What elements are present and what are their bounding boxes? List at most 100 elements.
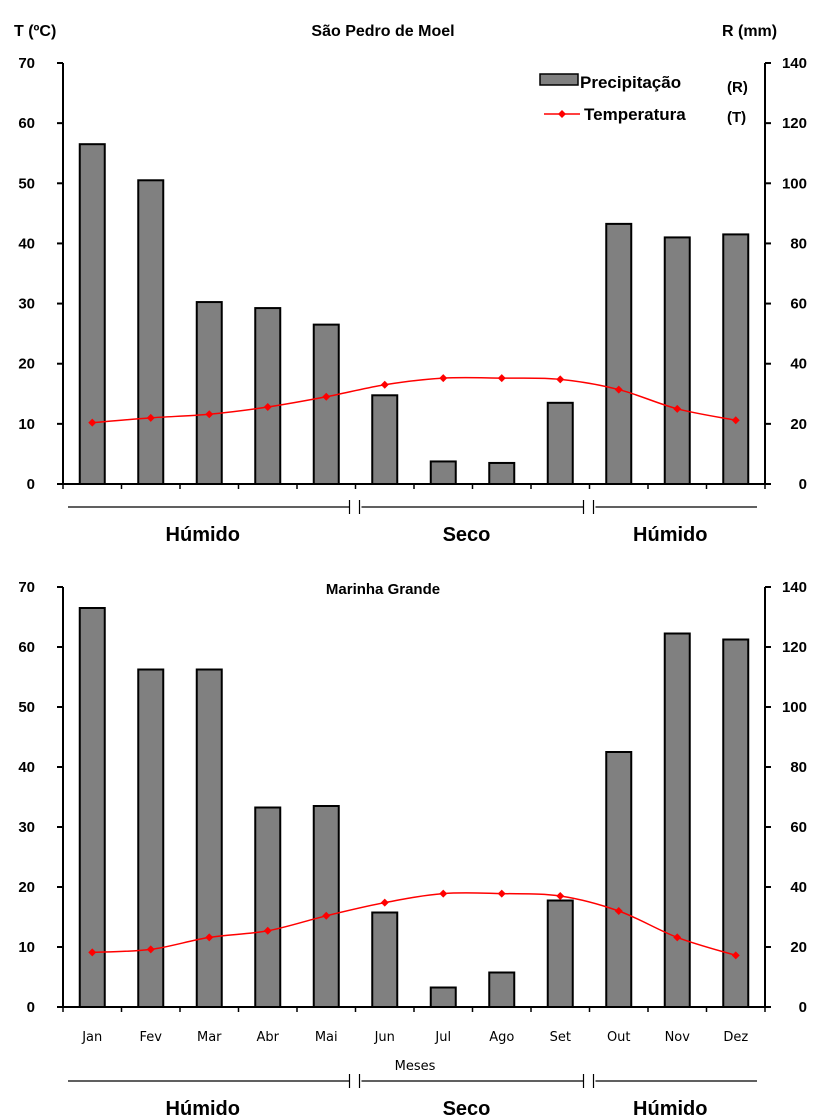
precip-bar [663,236,691,485]
month-label: Mai [315,1030,338,1045]
month-label: Fev [140,1030,163,1045]
legend-temp-label: Temperatura [584,105,686,124]
right-axis-title: R (mm) [722,23,777,40]
season-bands-chart-2: Húmido Seco Húmido [68,1074,757,1120]
right-tick-label: 80 [790,759,807,776]
right-tick-label: 120 [782,115,807,132]
legend-temp-symbol: (T) [727,109,746,126]
left-tick-label: 0 [27,476,35,493]
month-label: Nov [665,1030,691,1045]
precip-bar [78,607,106,1008]
temperature-marker [673,933,682,942]
temperature-marker [380,898,389,907]
right-tick-label: 120 [782,639,807,656]
right-tick-label: 100 [782,699,807,716]
temperature-line [92,892,736,957]
left-tick-label: 60 [18,639,35,656]
precip-bar [605,751,633,1008]
month-label: Set [550,1030,571,1045]
precip-bar [195,301,223,486]
chart-title: São Pedro de Moel [311,23,454,40]
precip-bar [312,323,340,485]
precip-bar [254,806,282,1008]
season-band-label: Húmido [166,524,240,546]
x-axis-title: Meses [395,1059,436,1074]
precip-bar [137,668,165,1008]
right-tick-label: 100 [782,175,807,192]
temperature-marker [205,933,214,942]
plot-area: 0 10 20 30 40 50 60 70 0 20 40 60 80 100 120 140 [18,55,807,493]
precip-bar [546,401,574,485]
temperature-marker [673,404,682,413]
precip-bar [371,394,399,485]
legend-precip-swatch [539,73,579,86]
left-tick-label: 30 [18,819,35,836]
left-tick-label: 20 [18,879,35,896]
left-tick-label: 50 [18,175,35,192]
month-label: Ago [489,1030,514,1045]
season-band-label: Húmido [633,1098,707,1120]
right-tick-label: 20 [790,939,807,956]
temperature-marker [88,418,97,427]
month-label: Jun [374,1030,395,1045]
temperature-marker [322,911,331,920]
right-tick-label: 20 [790,416,807,433]
left-tick-label: 40 [18,759,35,776]
precip-bar [254,307,282,486]
left-tick-label: 50 [18,699,35,716]
right-tick-label: 0 [799,476,807,493]
precip-bar [195,668,223,1008]
temperature-marker [556,892,565,900]
temperature-marker [146,413,155,422]
temperature-marker [263,926,272,935]
temperature-marker [88,948,97,957]
right-tick-label: 140 [782,579,807,596]
temperature-marker [439,374,448,383]
left-tick-label: 60 [18,115,35,132]
temperature-marker [439,889,448,898]
precip-bar [429,986,457,1008]
temperature-marker [614,907,623,915]
temperature-marker [380,380,389,389]
season-band-label: Húmido [166,1098,240,1120]
season-bands-chart-1: Húmido Seco Húmido [68,500,757,546]
month-label: Jul [434,1030,451,1045]
precip-bar [488,461,516,486]
left-tick-label: 0 [27,999,35,1016]
right-tick-label: 40 [790,356,807,373]
left-tick-label: 70 [18,579,35,596]
temperature-marker [731,416,740,425]
right-tick-label: 140 [782,55,807,72]
precip-bar [722,638,750,1008]
legend-temp-marker [558,110,566,118]
left-tick-label: 10 [18,939,35,956]
temperature-marker [614,385,623,394]
precip-bar [371,911,399,1008]
left-tick-label: 70 [18,55,35,72]
temperature-marker [146,945,155,954]
chart-marinha-grande: Marinha Grande 0 10 20 30 40 50 60 70 0 20 40 60 80 1… [18,579,807,1074]
month-label: Out [607,1030,631,1045]
precip-bar [429,460,457,486]
left-tick-label: 40 [18,235,35,252]
temperature-marker [497,374,506,383]
season-band-label: Seco [443,1098,491,1120]
season-band-label: Seco [443,524,491,546]
precip-bar [137,179,165,485]
right-tick-label: 60 [790,819,807,836]
temperature-line [92,376,736,424]
right-tick-label: 80 [790,235,807,252]
precip-bar [78,143,106,485]
temperature-marker [263,403,272,412]
precip-bar [546,899,574,1008]
legend: Precipitação (R) Temperatura (T) [539,73,748,126]
month-label: Abr [257,1030,280,1045]
right-tick-label: 0 [799,999,807,1016]
legend-precip-symbol: (R) [727,79,748,96]
precip-bar [312,805,340,1008]
month-label: Dez [723,1030,748,1045]
precip-bar [722,233,750,485]
plot-area: 0 10 20 30 40 50 60 70 0 20 40 60 80 100 120 140 Jan Fev M… [18,579,807,1045]
right-tick-label: 40 [790,879,807,896]
